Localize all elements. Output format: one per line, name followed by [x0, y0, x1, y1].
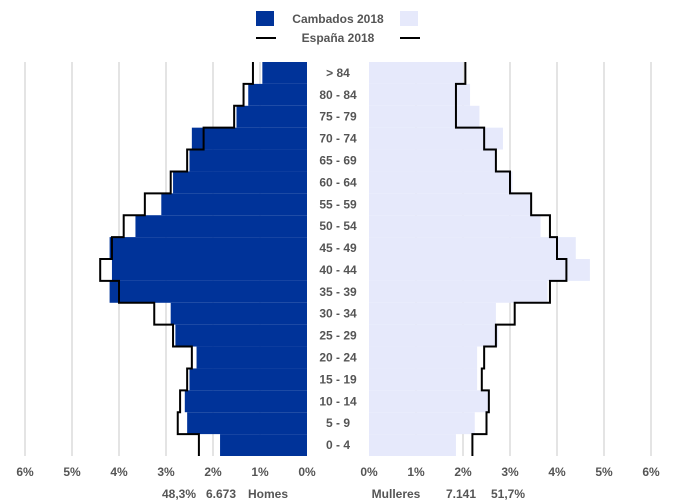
men-label: Homes: [248, 487, 288, 501]
bar-women-1: [369, 412, 475, 435]
legend-label-series: Cambados 2018: [292, 12, 384, 26]
bar-women-16: [369, 83, 471, 106]
age-label-7: 35 - 39: [319, 285, 357, 299]
bar-women-17: [369, 62, 463, 84]
bar-women-14: [369, 127, 503, 150]
bar-women-7: [369, 280, 548, 303]
age-label-5: 25 - 29: [319, 329, 357, 343]
age-label-14: 70 - 74: [319, 132, 357, 146]
bar-men-8: [111, 259, 307, 281]
tick-right-6: 6%: [642, 465, 660, 479]
bar-men-10: [135, 215, 307, 238]
bar-women-10: [369, 215, 541, 238]
bar-men-12: [173, 171, 307, 194]
bar-men-9: [109, 237, 307, 259]
tick-right-0: 0%: [360, 465, 378, 479]
bar-women-9: [369, 237, 576, 259]
bar-men-6: [170, 302, 307, 325]
tick-left-3: 3%: [157, 465, 175, 479]
bar-men-16: [248, 83, 307, 106]
bar-women-8: [369, 259, 590, 281]
bar-men-0: [220, 434, 307, 456]
bar-men-3: [189, 368, 307, 391]
tick-left-4: 2%: [204, 465, 222, 479]
bar-men-4: [196, 346, 307, 369]
women-label: Mulleres: [372, 487, 421, 501]
bar-men-1: [187, 412, 307, 435]
bar-women-6: [369, 302, 496, 325]
bar-men-14: [191, 127, 307, 150]
bar-men-7: [109, 280, 307, 303]
bar-women-13: [369, 149, 496, 172]
tick-left-1: 5%: [63, 465, 81, 479]
bar-women-11: [369, 193, 532, 216]
age-label-13: 65 - 69: [319, 154, 357, 168]
tick-right-3: 3%: [501, 465, 519, 479]
age-labels: 0 - 4 5 - 9 10 - 14 15 - 19 20 - 24 25 - 29 30…: [319, 66, 357, 452]
age-label-16: 80 - 84: [319, 88, 357, 102]
age-label-9: 45 - 49: [319, 241, 357, 255]
age-label-2: 10 - 14: [319, 394, 357, 408]
bars: [109, 62, 590, 456]
tick-right-4: 4%: [548, 465, 566, 479]
bar-men-5: [175, 324, 307, 347]
legend-swatch-women: [400, 11, 418, 26]
tick-right-5: 5%: [595, 465, 613, 479]
bar-men-2: [184, 390, 307, 413]
men-count: 6.673: [206, 487, 236, 501]
reference-line-men: [99, 62, 254, 456]
age-label-12: 60 - 64: [319, 175, 357, 189]
legend-swatch-men: [256, 11, 274, 26]
bar-men-13: [189, 149, 307, 172]
tick-right-2: 2%: [454, 465, 472, 479]
tick-left-0: 6%: [16, 465, 34, 479]
age-label-3: 15 - 19: [319, 372, 357, 386]
women-percentage: 51,7%: [491, 487, 525, 501]
tick-right-1: 1%: [407, 465, 425, 479]
tick-left-5: 1%: [251, 465, 269, 479]
age-label-0: 0 - 4: [326, 438, 350, 452]
bar-women-0: [369, 434, 456, 456]
bar-men-17: [262, 62, 307, 84]
axis-ticks: 6% 5% 4% 3% 2% 1% 0% 0% 1% 2% 3% 4% 5% 6%: [16, 465, 660, 479]
age-label-10: 50 - 54: [319, 219, 357, 233]
age-label-8: 40 - 44: [319, 263, 357, 277]
age-label-11: 55 - 59: [319, 197, 357, 211]
tick-left-2: 4%: [110, 465, 128, 479]
reference-line-women: [454, 62, 568, 456]
bar-women-12: [369, 171, 513, 194]
age-label-15: 75 - 79: [319, 110, 357, 124]
bar-women-15: [369, 105, 480, 128]
legend: Cambados 2018 España 2018: [256, 11, 420, 45]
men-percentage: 48,3%: [162, 487, 196, 501]
bar-women-3: [369, 368, 478, 391]
reference-outlines: [99, 62, 568, 456]
tick-left-6: 0%: [298, 465, 316, 479]
bar-women-4: [369, 346, 478, 369]
age-label-4: 20 - 24: [319, 351, 357, 365]
bar-women-2: [369, 390, 489, 413]
age-label-6: 30 - 34: [319, 307, 357, 321]
bar-women-5: [369, 324, 499, 347]
footer-summary: 48,3% 6.673 Homes Mulleres 7.141 51,7%: [162, 487, 525, 501]
bar-men-15: [236, 105, 307, 128]
age-label-17: > 84: [326, 66, 350, 80]
legend-label-reference: España 2018: [302, 31, 375, 45]
age-label-1: 5 - 9: [326, 416, 350, 430]
women-count: 7.141: [446, 487, 476, 501]
bar-men-11: [161, 193, 307, 216]
